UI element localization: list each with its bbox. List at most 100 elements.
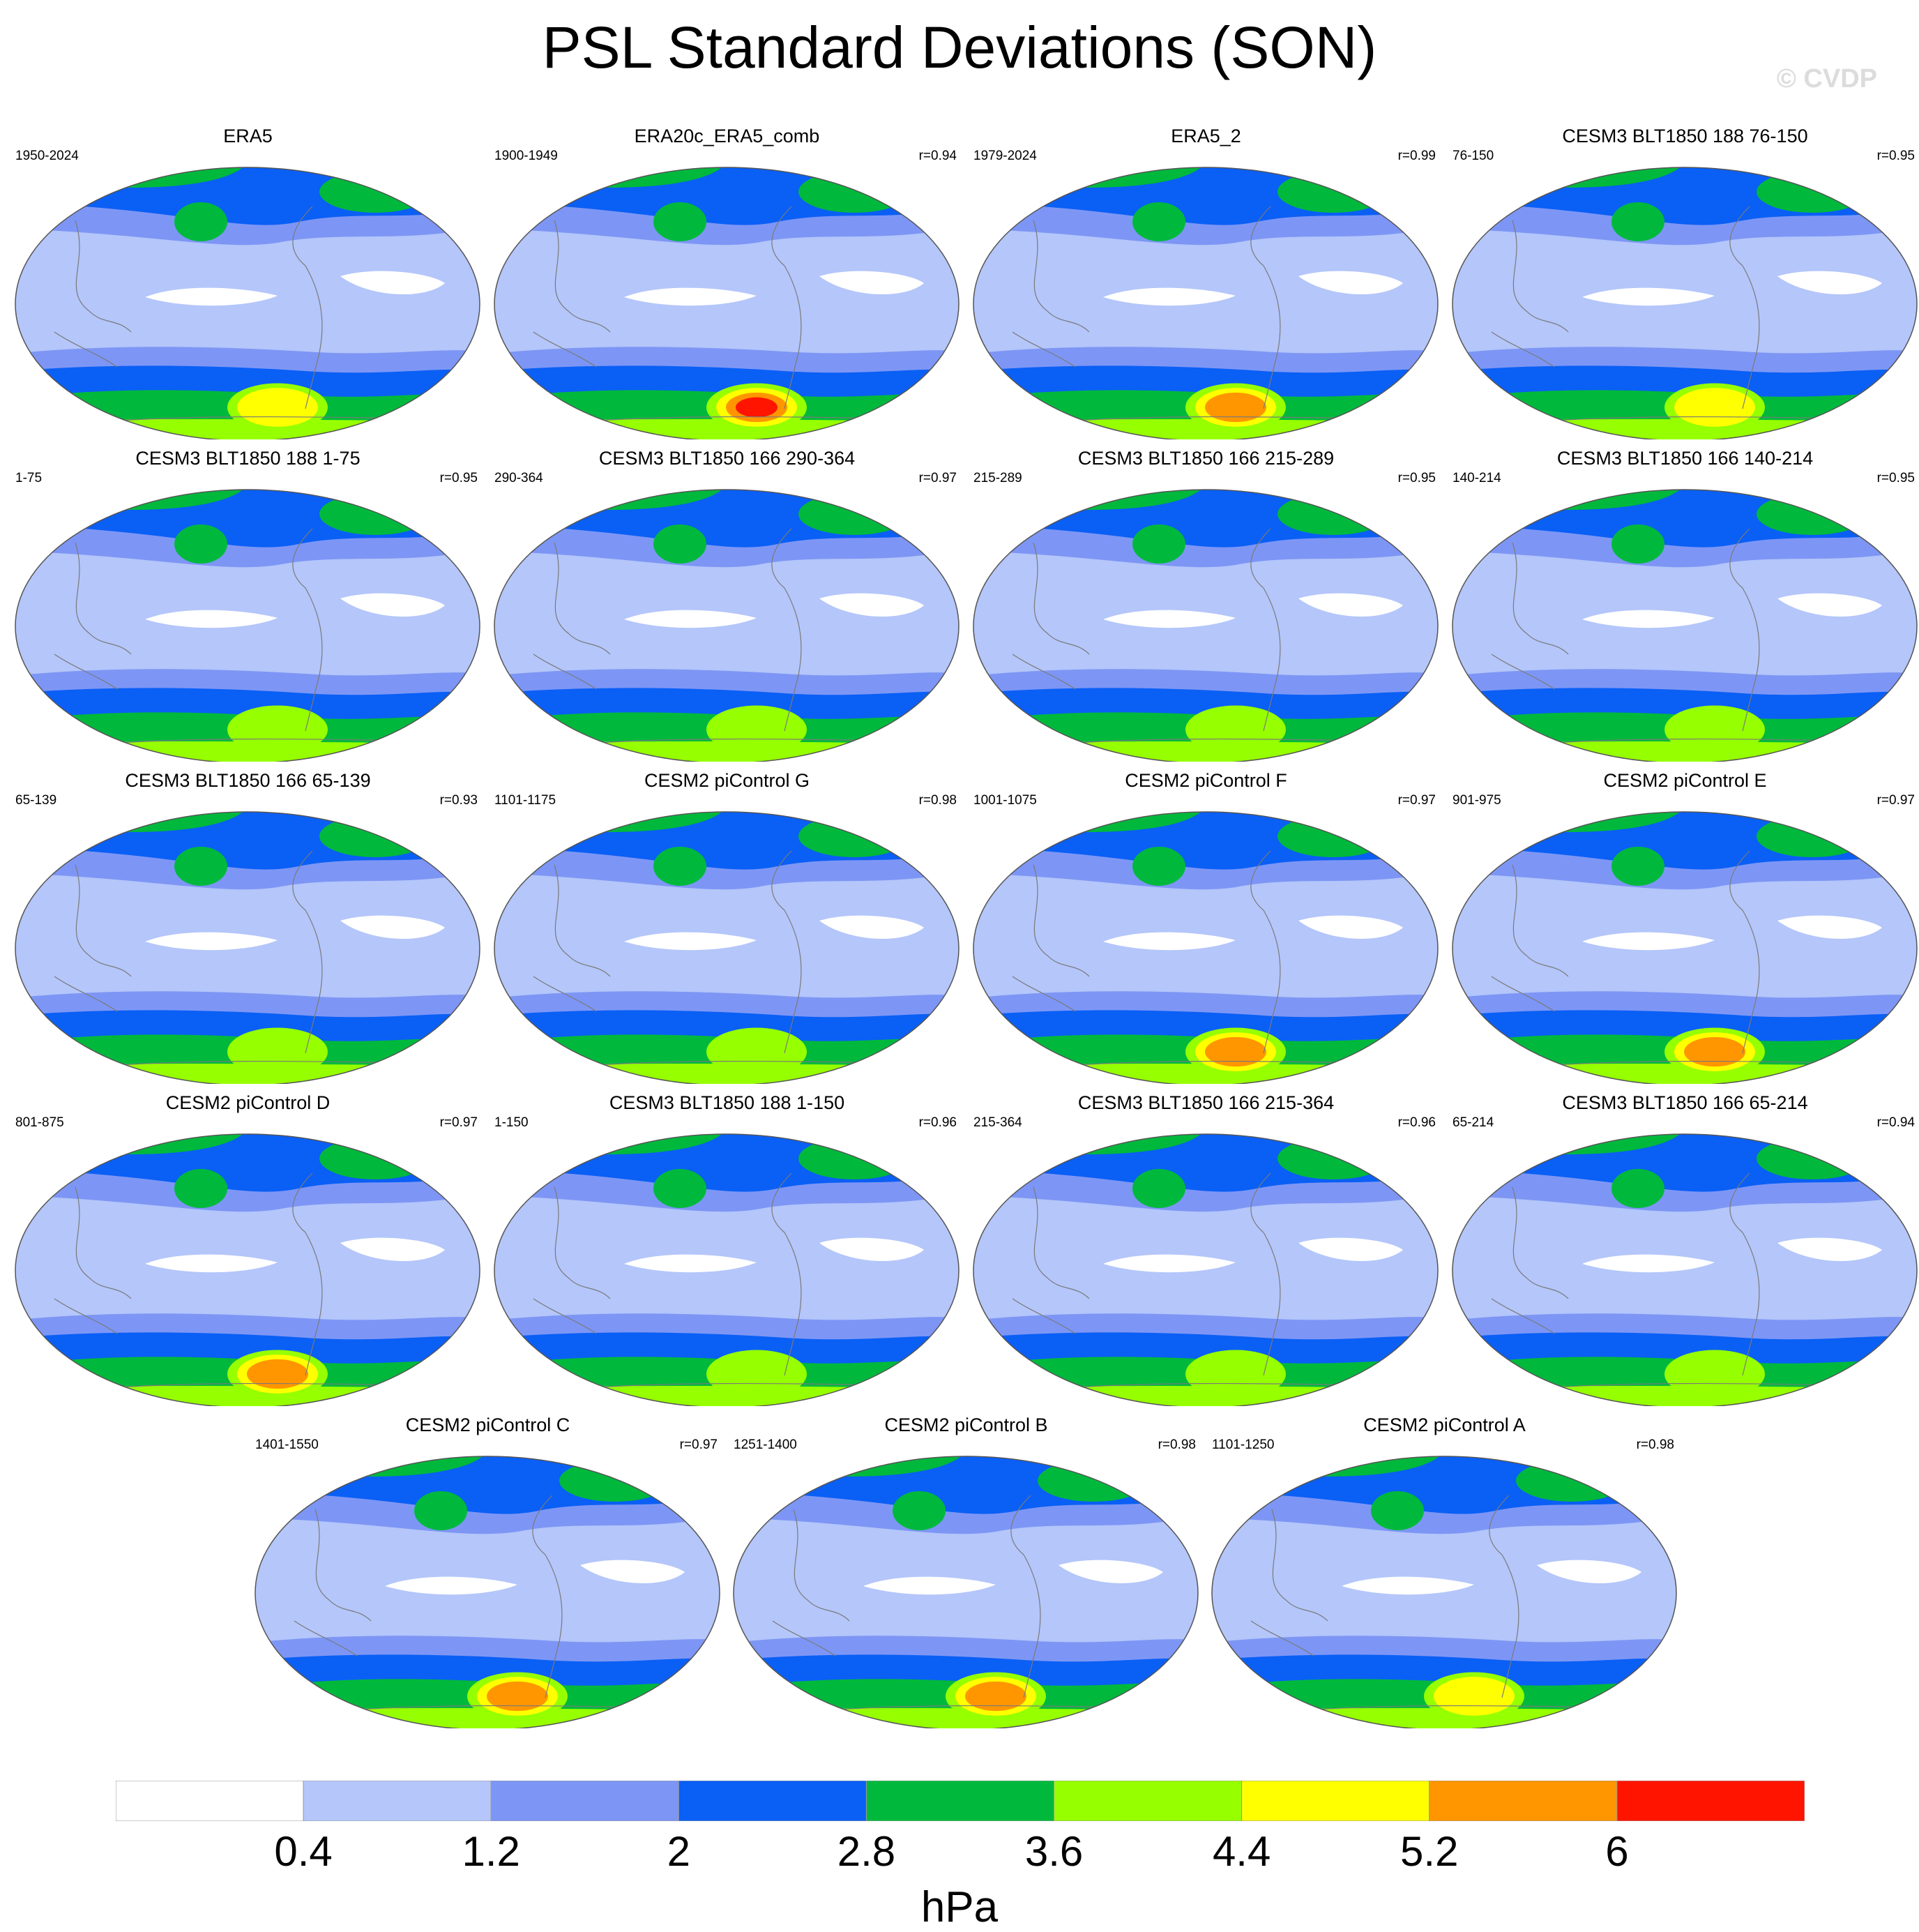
north-america-coast <box>771 206 792 266</box>
panel-correlation: r=0.97 <box>679 1437 718 1452</box>
atlantic-min <box>340 915 445 939</box>
map-panel: CESM2 piControl A 1101-1250 r=0.98 <box>1209 1413 1680 1728</box>
map-panel: ERA20c_ERA5_comb 1900-1949 r=0.94 <box>492 124 962 439</box>
map-border <box>15 167 480 439</box>
aleutian-low <box>653 1169 706 1208</box>
map-svg <box>15 811 480 1084</box>
australia-coast <box>1491 654 1555 690</box>
south-america-coast <box>1742 910 1760 1054</box>
atlantic-min <box>1777 1237 1882 1262</box>
amundsen-low-contour <box>1664 705 1765 754</box>
north-america-coast <box>1250 528 1271 589</box>
south-america-coast <box>305 1232 323 1376</box>
north-atlantic-peak <box>559 1460 671 1502</box>
asia-coast <box>1033 220 1090 333</box>
asia-coast <box>1512 542 1569 655</box>
amundsen-low-contour <box>1205 392 1266 423</box>
south-america-coast <box>305 910 323 1054</box>
panel-years: 140-214 <box>1452 471 1501 485</box>
north-atlantic-peak <box>1038 1460 1149 1502</box>
map-panel: CESM3 BLT1850 166 65-139 65-139 r=0.93 <box>13 769 483 1084</box>
map-svg <box>973 489 1439 762</box>
colorbar-tick-label: 6 <box>1605 1828 1629 1875</box>
map-panel: CESM3 BLT1850 188 1-150 1-150 r=0.96 <box>492 1091 962 1406</box>
australia-coast <box>1012 654 1076 690</box>
north-atlantic-peak <box>1757 815 1868 857</box>
amundsen-low-contour <box>247 1359 308 1389</box>
asia-coast <box>1512 220 1569 333</box>
map-panel: ERA5 1950-2024 <box>13 124 483 439</box>
tropics-min <box>385 1576 517 1595</box>
tropics-min <box>624 932 757 951</box>
atlantic-min <box>340 1237 445 1262</box>
map-svg <box>973 1133 1439 1406</box>
north-america-coast <box>771 1172 792 1233</box>
australia-coast <box>54 1298 118 1334</box>
atlantic-min <box>1298 1237 1403 1262</box>
south-america-coast <box>1023 1554 1041 1698</box>
panel-years: 1950-2024 <box>15 149 79 163</box>
north-atlantic-peak <box>319 171 431 213</box>
aleutian-low <box>893 1491 946 1530</box>
australia-coast <box>1012 1298 1076 1334</box>
map-panel: CESM3 BLT1850 166 215-289 215-289 r=0.95 <box>971 446 1441 762</box>
panel-years: 290-364 <box>494 471 543 485</box>
panel-years: 1001-1075 <box>973 793 1037 808</box>
panel-correlation: r=0.97 <box>1876 793 1915 808</box>
asia-coast <box>75 864 132 977</box>
map-border <box>255 1456 720 1728</box>
panel-years: 801-875 <box>15 1115 64 1130</box>
panel-correlation: r=0.95 <box>1397 471 1436 485</box>
map-svg <box>1211 1456 1677 1728</box>
panel-correlation: r=0.93 <box>439 793 478 808</box>
panel-correlation: r=0.94 <box>918 149 957 163</box>
north-atlantic-peak <box>1277 1138 1389 1179</box>
australia-coast <box>1250 1620 1314 1656</box>
panel-title: CESM2 piControl E <box>1603 770 1767 791</box>
asia-coast <box>554 864 611 977</box>
panel-title: CESM2 piControl G <box>644 770 810 791</box>
aleutian-low <box>1611 524 1664 564</box>
colorbar-swatch <box>1054 1781 1243 1821</box>
south-america-coast <box>305 265 323 409</box>
tropics-min <box>1582 1254 1715 1273</box>
map-svg <box>15 489 480 762</box>
colorbar-tick-label: 0.4 <box>274 1828 333 1875</box>
aleutian-low <box>1611 202 1664 241</box>
panel-years: 1101-1175 <box>494 793 556 808</box>
map-border <box>1452 489 1918 762</box>
panel-correlation: r=0.96 <box>918 1115 957 1130</box>
north-america-coast <box>1729 1172 1750 1233</box>
map-svg <box>973 167 1439 439</box>
map-panel: CESM2 piControl F 1001-1075 r=0.97 <box>971 769 1441 1084</box>
map-svg <box>255 1456 720 1728</box>
panel-title: CESM3 BLT1850 166 290-364 <box>598 448 856 469</box>
map-svg <box>15 1133 480 1406</box>
north-america-coast <box>1729 206 1750 266</box>
map-svg <box>1452 1133 1918 1406</box>
north-america-coast <box>292 850 313 911</box>
map-svg <box>494 1133 960 1406</box>
tropics-min <box>1103 287 1236 306</box>
panel-title: CESM3 BLT1850 166 215-364 <box>1077 1092 1335 1113</box>
panel-title: CESM2 piControl B <box>884 1414 1048 1435</box>
map-border <box>973 1133 1439 1406</box>
aleutian-low <box>1132 524 1185 564</box>
atlantic-min <box>1298 271 1403 295</box>
colorbar-tick-label: 5.2 <box>1400 1828 1459 1875</box>
colorbar-tick-label: 4.4 <box>1212 1828 1271 1875</box>
map-svg <box>494 811 960 1084</box>
colorbar-tick-label: 1.2 <box>462 1828 520 1875</box>
panel-title: ERA5_2 <box>1171 126 1241 146</box>
map-panel: CESM2 piControl G 1101-1175 r=0.98 <box>492 769 962 1084</box>
map-panel: CESM3 BLT1850 166 140-214 140-214 r=0.95 <box>1450 446 1919 762</box>
atlantic-min <box>1298 593 1403 617</box>
map-svg <box>1452 811 1918 1084</box>
tropics-min <box>145 1254 278 1273</box>
map-panel: CESM2 piControl C 1401-1550 r=0.97 <box>252 1413 723 1728</box>
panel-correlation: r=0.96 <box>1397 1115 1436 1130</box>
amundsen-low-contour <box>1684 1036 1745 1067</box>
atlantic-min <box>819 915 924 939</box>
asia-coast <box>75 1186 132 1299</box>
panel-title: CESM2 piControl D <box>165 1092 331 1113</box>
